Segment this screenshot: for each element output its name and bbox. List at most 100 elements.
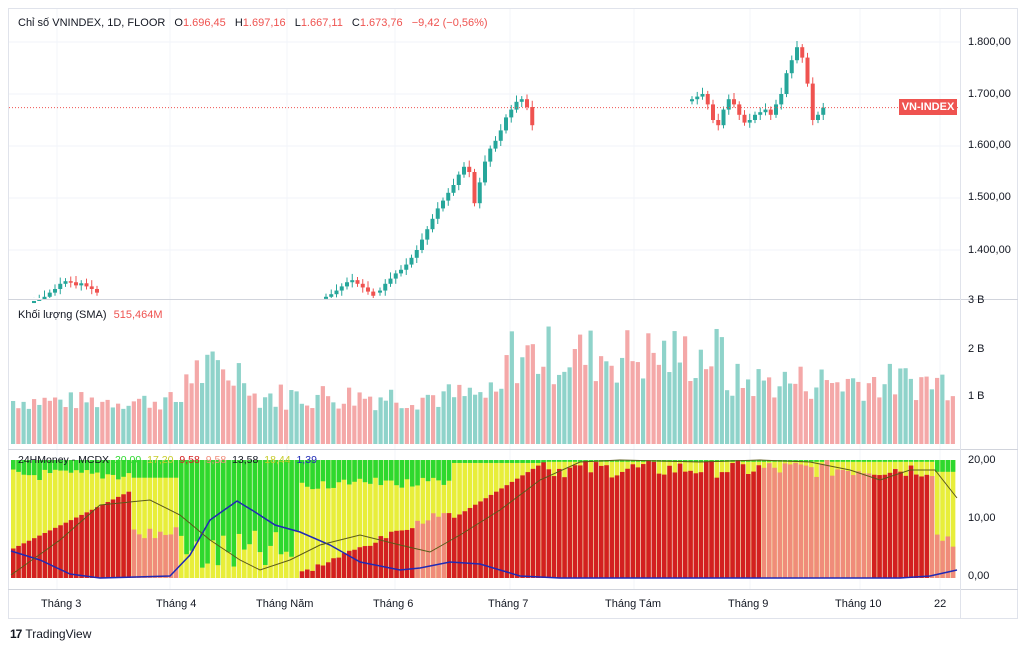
symbol-header[interactable]: Chỉ số VNINDEX, 1D, FLOOR O1.696,45 H1.6… — [18, 17, 488, 29]
mcdx-green-bar — [567, 460, 573, 462]
mcdx-green-bar — [383, 460, 389, 481]
mcdx-green-bar — [404, 460, 410, 480]
mcdx-yellow-bar — [58, 460, 63, 578]
indicator-value-4: 9,58 — [205, 454, 227, 466]
mcdx-red-bar — [667, 465, 672, 578]
volume-bar — [221, 369, 226, 444]
mcdx-red-bar — [58, 525, 63, 578]
candle-body — [504, 117, 508, 131]
mcdx-green-bar — [950, 460, 956, 472]
mcdx-green-bar — [368, 460, 373, 484]
open-value: 1.696,45 — [182, 17, 226, 29]
volume-bar — [551, 384, 556, 444]
time-tick: Tháng 10 — [835, 598, 882, 610]
mcdx-red-bar — [362, 546, 368, 578]
mcdx-red-bar — [588, 472, 594, 578]
time-tick: 22 — [934, 598, 947, 610]
mcdx-green-bar — [562, 460, 567, 462]
volume-bar — [357, 392, 362, 444]
mcdx-red-bar — [578, 465, 583, 578]
mcdx-red-bar — [935, 534, 940, 578]
volume-bar — [494, 391, 499, 444]
mcdx-yellow-bar — [331, 460, 336, 578]
volume-bar — [110, 407, 115, 444]
volume-bar — [746, 379, 751, 444]
volume-bar — [446, 384, 451, 444]
candle-body — [47, 292, 52, 297]
mcdx-red-bar — [326, 562, 331, 578]
close-label: C — [351, 17, 360, 29]
indicator-tick: 0,00 — [968, 570, 990, 582]
volume-bar — [89, 397, 94, 444]
candle-body — [404, 264, 409, 270]
volume-bar — [378, 397, 383, 444]
pane-separator[interactable] — [8, 449, 1018, 450]
mcdx-red-bar — [782, 463, 788, 578]
mcdx-green-bar — [347, 460, 352, 485]
mcdx-green-bar — [163, 460, 168, 478]
mcdx-red-bar — [68, 520, 74, 578]
mcdx-green-bar — [924, 460, 930, 462]
mcdx-red-bar — [845, 471, 851, 578]
candle-body — [378, 290, 382, 293]
mcdx-red-bar — [168, 534, 174, 578]
volume-bar — [142, 395, 147, 444]
mcdx-red-bar — [431, 513, 436, 578]
mcdx-green-bar — [509, 460, 515, 463]
candle-body — [789, 60, 794, 74]
mcdx-green-bar — [683, 460, 688, 462]
volume-bar — [856, 381, 861, 444]
mcdx-red-bar — [315, 564, 321, 578]
volume-bar — [452, 397, 457, 444]
mcdx-yellow-bar — [37, 460, 42, 578]
mcdx-green-bar — [856, 460, 861, 462]
mcdx-red-bar — [877, 475, 882, 578]
volume-bar — [546, 326, 551, 444]
volume-bar — [782, 371, 787, 444]
mcdx-green-bar — [935, 460, 940, 472]
mcdx-yellow-bar — [404, 460, 410, 578]
mcdx-yellow-bar — [394, 460, 399, 578]
mcdx-green-bar — [551, 460, 557, 462]
mcdx-red-bar — [761, 467, 767, 578]
mcdx-red-bar — [714, 477, 720, 578]
volume-bar — [714, 328, 719, 444]
pane-separator[interactable] — [8, 299, 1018, 300]
indicator-header[interactable]: 24HMoney - MCDX 20,00 17,20 9,58 9,58 13… — [18, 454, 317, 466]
mcdx-red-bar — [788, 464, 793, 578]
mcdx-green-bar — [168, 460, 174, 478]
volume-bar — [646, 333, 651, 444]
mcdx-green-bar — [179, 460, 184, 536]
mcdx-red-bar — [656, 473, 662, 578]
volume-bar — [58, 399, 63, 444]
mcdx-green-bar — [898, 460, 903, 462]
mcdx-red-bar — [730, 463, 735, 578]
volume-header[interactable]: Khối lượng (SMA) 515,464M — [18, 309, 163, 321]
mcdx-red-bar — [635, 467, 641, 578]
mcdx-red-bar — [719, 472, 725, 578]
mcdx-red-bar — [131, 529, 137, 578]
candle-body — [329, 294, 334, 297]
mcdx-red-bar — [704, 461, 709, 578]
mcdx-green-bar — [137, 460, 142, 478]
mcdx-green-bar — [473, 460, 478, 463]
volume-bar — [709, 366, 714, 444]
volume-bar — [100, 401, 105, 444]
mcdx-red-bar — [320, 565, 326, 578]
volume-bar — [929, 389, 934, 444]
volume-bar — [184, 374, 189, 444]
mcdx-green-bar — [872, 460, 877, 462]
tradingview-logo[interactable]: 17 TradingView — [10, 627, 91, 641]
mcdx-red-bar — [940, 540, 945, 578]
candle-body — [95, 289, 99, 293]
mcdx-green-bar — [625, 460, 630, 462]
mcdx-green-bar — [462, 460, 468, 463]
mcdx-red-bar — [861, 473, 867, 578]
volume-bar — [131, 401, 136, 444]
mcdx-red-bar — [866, 473, 872, 578]
mcdx-green-bar — [205, 460, 210, 564]
candle-body — [472, 172, 477, 204]
mcdx-green-bar — [257, 460, 263, 553]
symbol-title[interactable]: Chỉ số VNINDEX, 1D, FLOOR — [18, 17, 166, 29]
